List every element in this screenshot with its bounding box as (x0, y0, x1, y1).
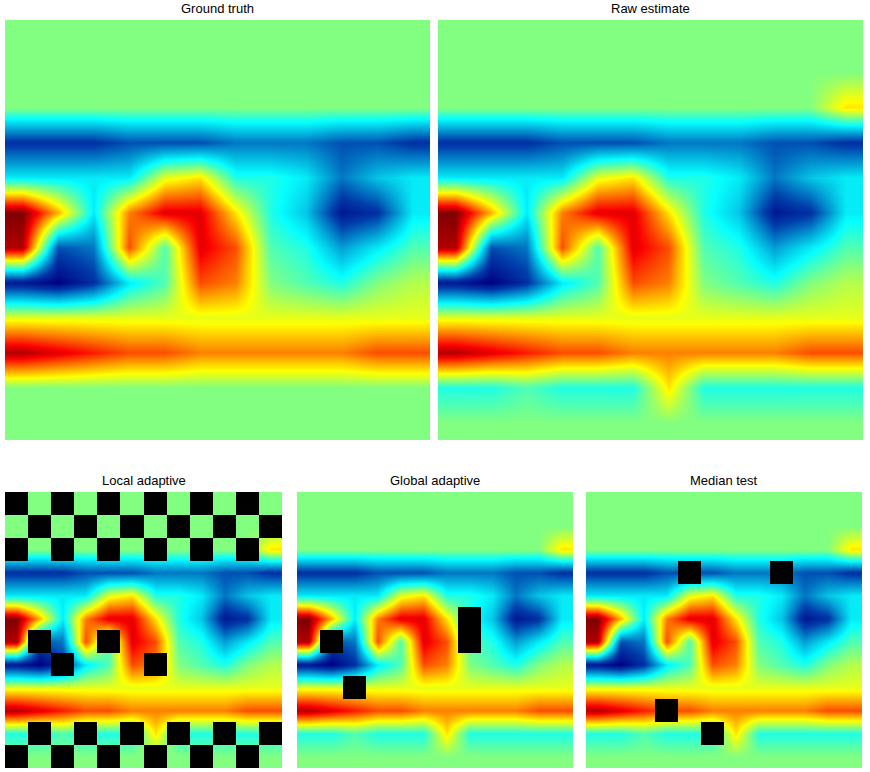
svg-text:Median test: Median test (690, 473, 758, 488)
svg-text:Raw estimate: Raw estimate (611, 1, 690, 16)
svg-text:Global adaptive: Global adaptive (390, 473, 480, 488)
svg-text:Local adaptive: Local adaptive (102, 473, 186, 488)
svg-text:Ground truth: Ground truth (181, 1, 254, 16)
